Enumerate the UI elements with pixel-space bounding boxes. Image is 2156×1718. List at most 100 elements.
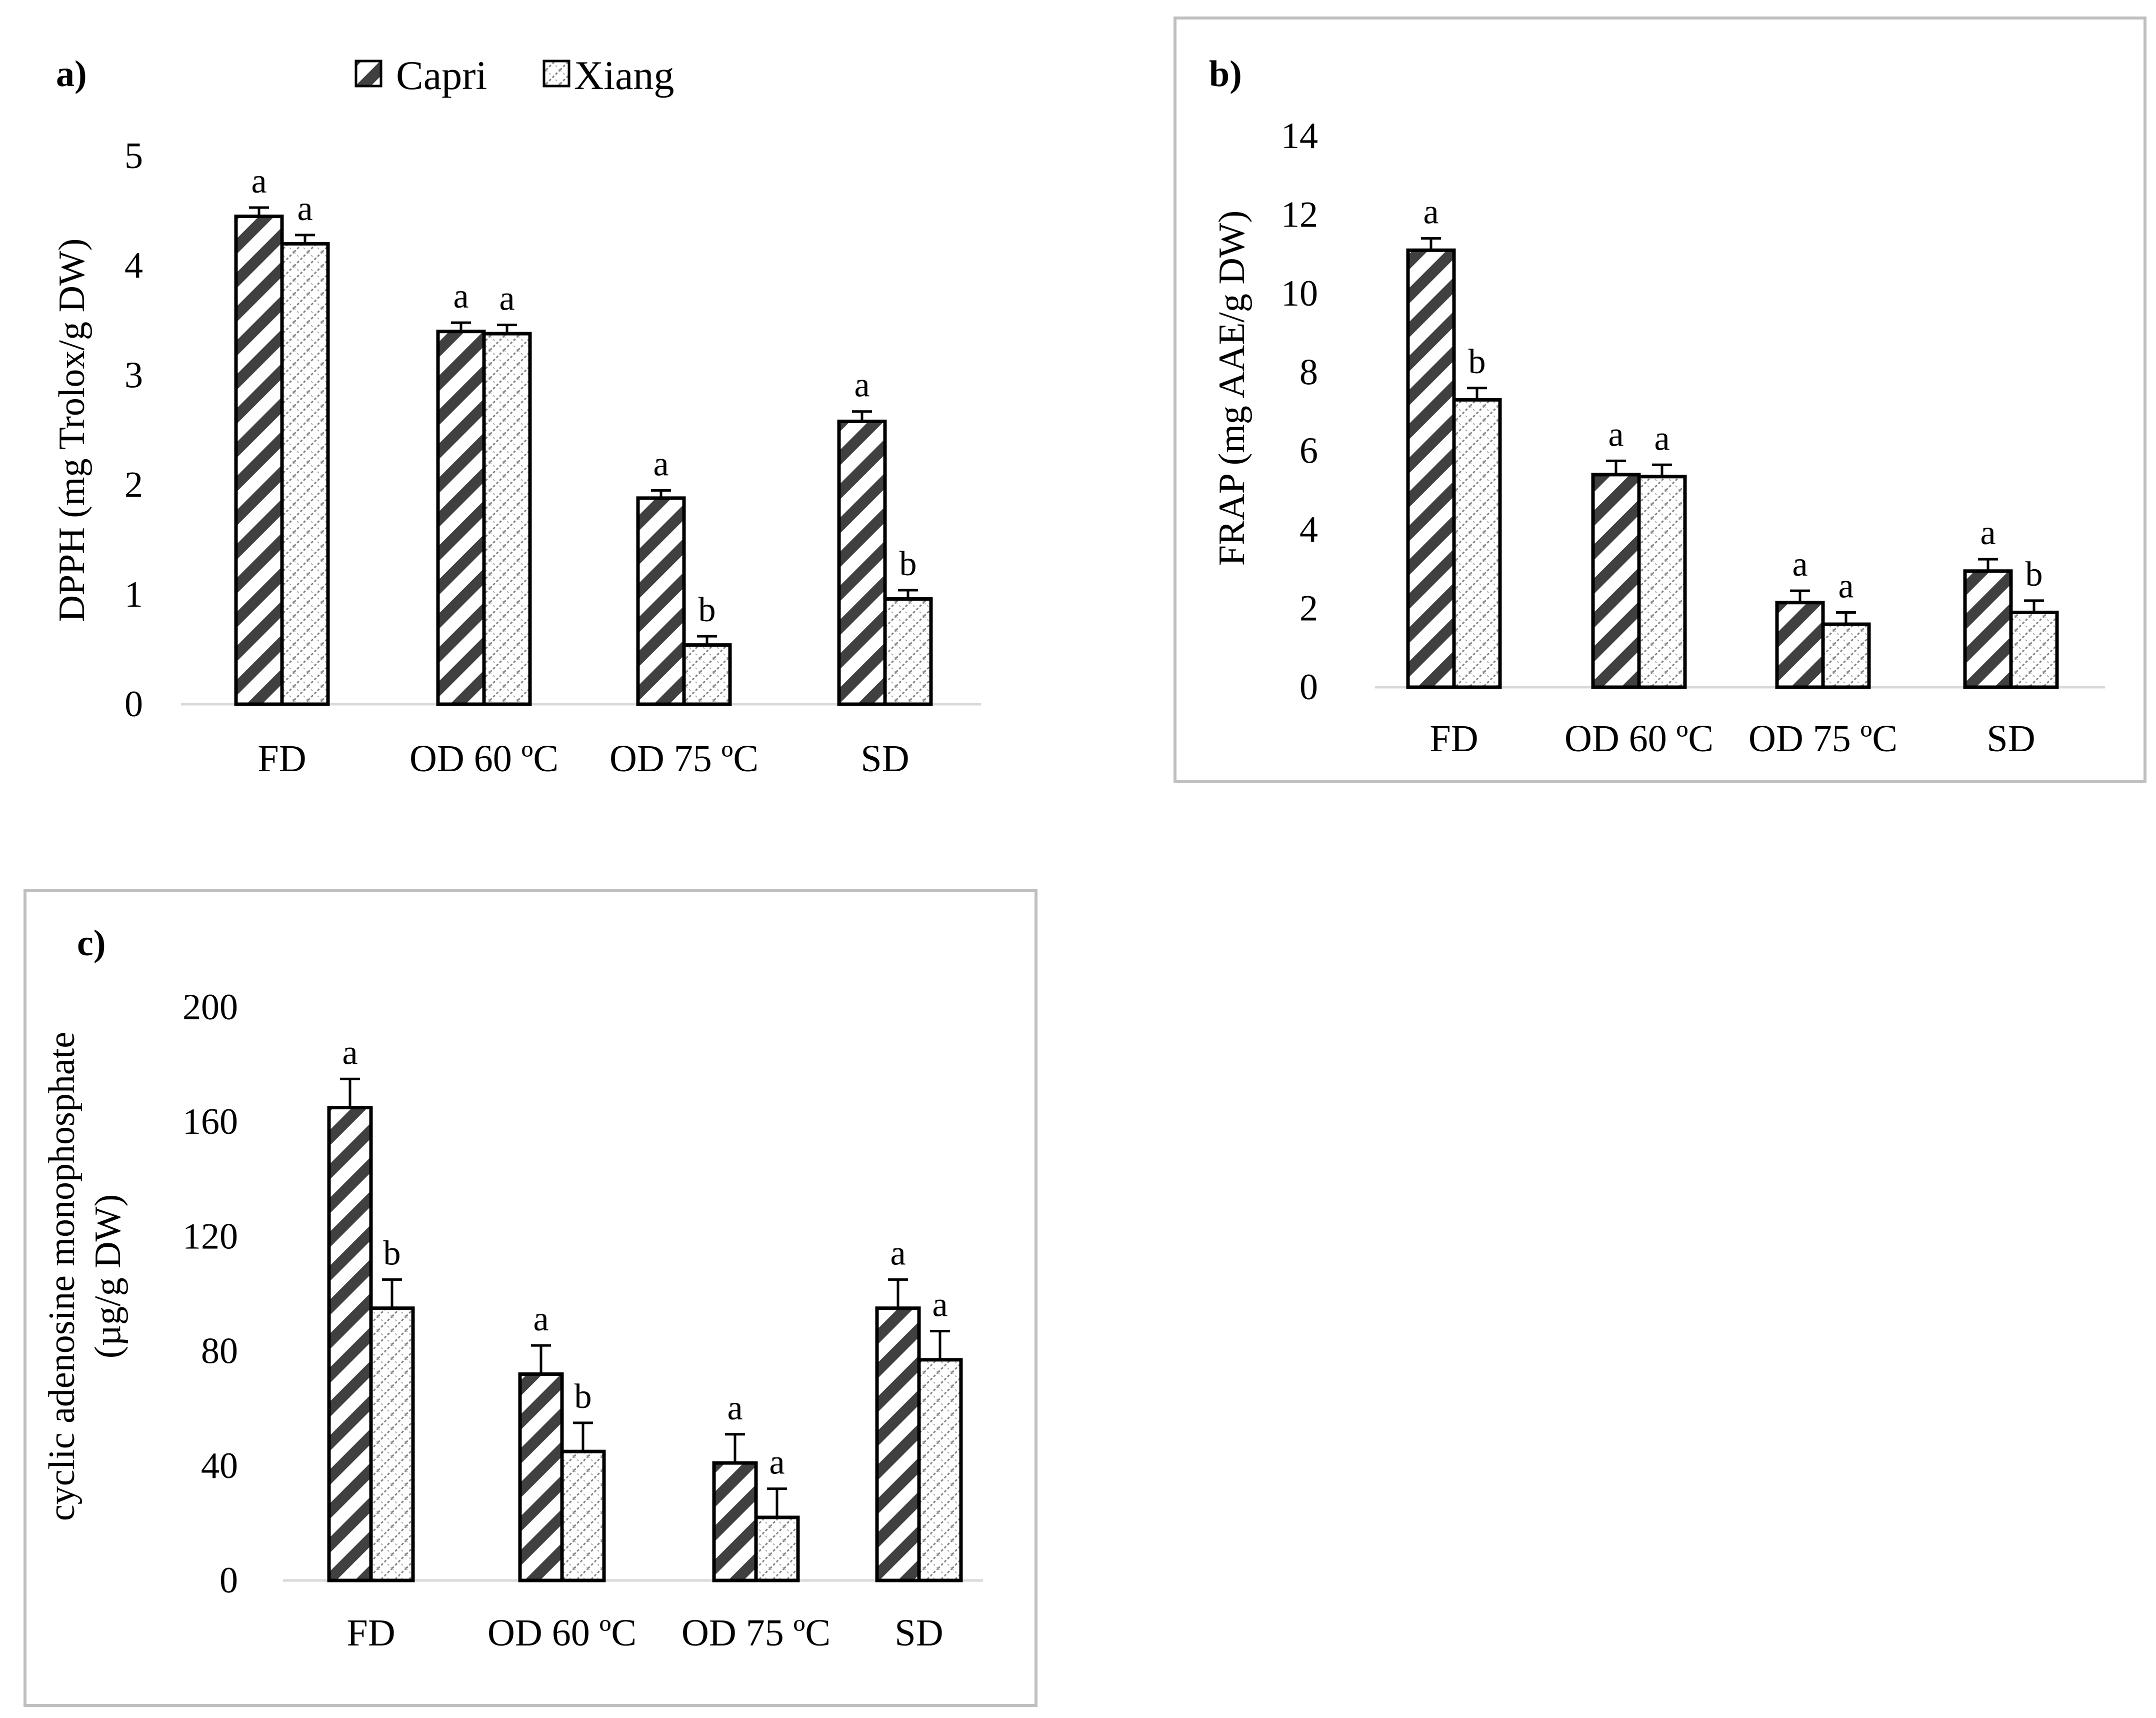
significance-letter: a [1980, 514, 1996, 552]
bar-capri [234, 215, 284, 706]
significance-letter: a [499, 280, 514, 318]
y-tick-label: 0 [220, 1560, 238, 1601]
significance-letter: a [1838, 567, 1854, 605]
significance-letter: b [384, 1234, 401, 1272]
legend-label-capri: Capri [396, 53, 487, 98]
bar-capri [875, 1306, 921, 1582]
significance-letter: a [297, 190, 312, 228]
legend-swatch-xiang [542, 60, 570, 88]
x-tick-label: SD [894, 1612, 943, 1654]
panel-c: c) cyclic adenosine monophosphate (µg/g … [42, 923, 983, 1654]
y-tick-label: 2 [124, 465, 143, 506]
panel-c-y-axis-label-units: (µg/g DW) [88, 1194, 128, 1358]
y-tick-label: 120 [182, 1216, 238, 1257]
panel-c-y-axis-label: cyclic adenosine monophosphate [42, 1032, 82, 1521]
panel-a-label: a) [56, 54, 87, 95]
bar-xiang [682, 643, 732, 706]
bar-capri [1963, 569, 2013, 689]
bar-capri [636, 496, 686, 706]
panel-b-y-axis-label: FRAP (mg AAE/g DW) [1212, 211, 1252, 566]
bar-xiang [1452, 398, 1502, 689]
x-tick-label: OD 75 ºC [682, 1612, 830, 1654]
significance-letter: a [342, 1033, 358, 1072]
significance-letter: a [251, 162, 266, 201]
bar-xiang [280, 242, 330, 706]
panel-b-label: b) [1209, 54, 1242, 95]
significance-letter: a [932, 1285, 948, 1324]
x-tick-label: SD [860, 738, 909, 780]
significance-letter: a [1654, 419, 1670, 458]
x-tick-label: OD 60 ºC [1564, 718, 1714, 760]
bar-capri [436, 330, 486, 706]
x-tick-label: SD [1986, 718, 2035, 760]
bar-capri [1775, 601, 1825, 689]
bar-capri [518, 1372, 564, 1582]
y-tick-label: 0 [1300, 667, 1318, 708]
bar-xiang [883, 597, 933, 706]
significance-letter: a [453, 277, 468, 316]
y-tick-label: 4 [124, 245, 143, 286]
y-tick-label: 160 [182, 1101, 238, 1142]
y-tick-label: 10 [1281, 273, 1318, 314]
x-tick-label: OD 75 ºC [1748, 718, 1898, 760]
significance-letter: a [854, 366, 870, 405]
significance-letter: a [653, 445, 668, 484]
y-tick-label: 4 [1300, 509, 1318, 550]
panel-c-frame [24, 889, 1038, 1707]
bar-xiang [2009, 610, 2059, 689]
y-tick-label: 0 [124, 684, 143, 725]
bar-xiang [1637, 475, 1687, 689]
significance-letter: a [769, 1443, 784, 1482]
bar-capri [1591, 473, 1641, 689]
y-tick-label: 5 [124, 136, 143, 177]
significance-letter: a [1792, 545, 1808, 584]
y-tick-label: 8 [1300, 352, 1318, 393]
x-tick-label: OD 75 ºC [610, 738, 758, 780]
bar-xiang [917, 1358, 963, 1582]
bar-xiang [369, 1306, 415, 1582]
bar-xiang [482, 332, 532, 706]
y-tick-label: 14 [1281, 116, 1318, 157]
significance-letter: b [1468, 343, 1486, 381]
x-tick-label: OD 60 ºC [488, 1612, 636, 1654]
significance-letter: a [890, 1234, 906, 1272]
legend-swatch-capri [354, 60, 382, 88]
panel-a: a) Capri Xiang DPPH (mg Trolox/g DW) 0 1 2… [52, 53, 981, 780]
bar-capri [327, 1106, 373, 1582]
y-tick-label: 12 [1281, 194, 1318, 235]
significance-letter: a [727, 1389, 742, 1427]
x-tick-label: FD [258, 738, 306, 780]
panel-b: b) FRAP (mg AAE/g DW) 0 2 4 6 8 10 12 14 FD OD 60… [1209, 54, 2105, 760]
y-tick-label: 80 [201, 1331, 238, 1372]
bar-xiang [560, 1449, 606, 1582]
significance-letter: a [533, 1300, 548, 1338]
significance-letter: b [900, 545, 917, 583]
panel-c-label: c) [77, 923, 106, 964]
y-tick-label: 40 [201, 1445, 238, 1486]
y-tick-label: 200 [182, 987, 238, 1028]
legend: Capri Xiang [354, 53, 674, 98]
y-tick-label: 6 [1300, 431, 1318, 472]
bar-capri [837, 419, 887, 706]
y-tick-label: 2 [1300, 588, 1318, 629]
legend-label-xiang: Xiang [574, 53, 674, 98]
x-tick-label: FD [346, 1612, 395, 1654]
significance-letter: a [1608, 415, 1624, 454]
y-tick-label: 1 [124, 574, 143, 615]
panel-b-frame [1174, 17, 2146, 783]
significance-letter: a [1423, 193, 1438, 232]
y-tick-label: 3 [124, 355, 143, 396]
significance-letter: b [574, 1377, 592, 1416]
bar-capri [1406, 248, 1456, 689]
panel-a-y-axis-label: DPPH (mg Trolox/g DW) [52, 239, 92, 622]
bar-capri [712, 1461, 758, 1582]
significance-letter: b [2026, 555, 2043, 594]
bar-xiang [754, 1515, 800, 1582]
x-tick-label: FD [1430, 718, 1478, 760]
x-tick-label: OD 60 ºC [410, 738, 558, 780]
significance-letter: b [698, 591, 716, 629]
